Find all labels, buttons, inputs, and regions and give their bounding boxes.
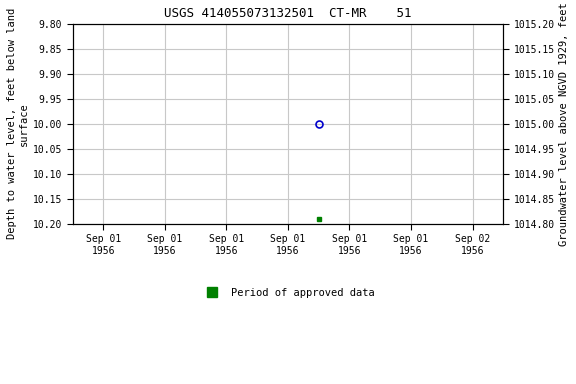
Legend: Period of approved data: Period of approved data xyxy=(198,284,378,302)
Title: USGS 414055073132501  CT-MR    51: USGS 414055073132501 CT-MR 51 xyxy=(164,7,412,20)
Y-axis label: Groundwater level above NGVD 1929, feet: Groundwater level above NGVD 1929, feet xyxy=(559,2,569,246)
Y-axis label: Depth to water level, feet below land
surface: Depth to water level, feet below land su… xyxy=(7,8,29,239)
